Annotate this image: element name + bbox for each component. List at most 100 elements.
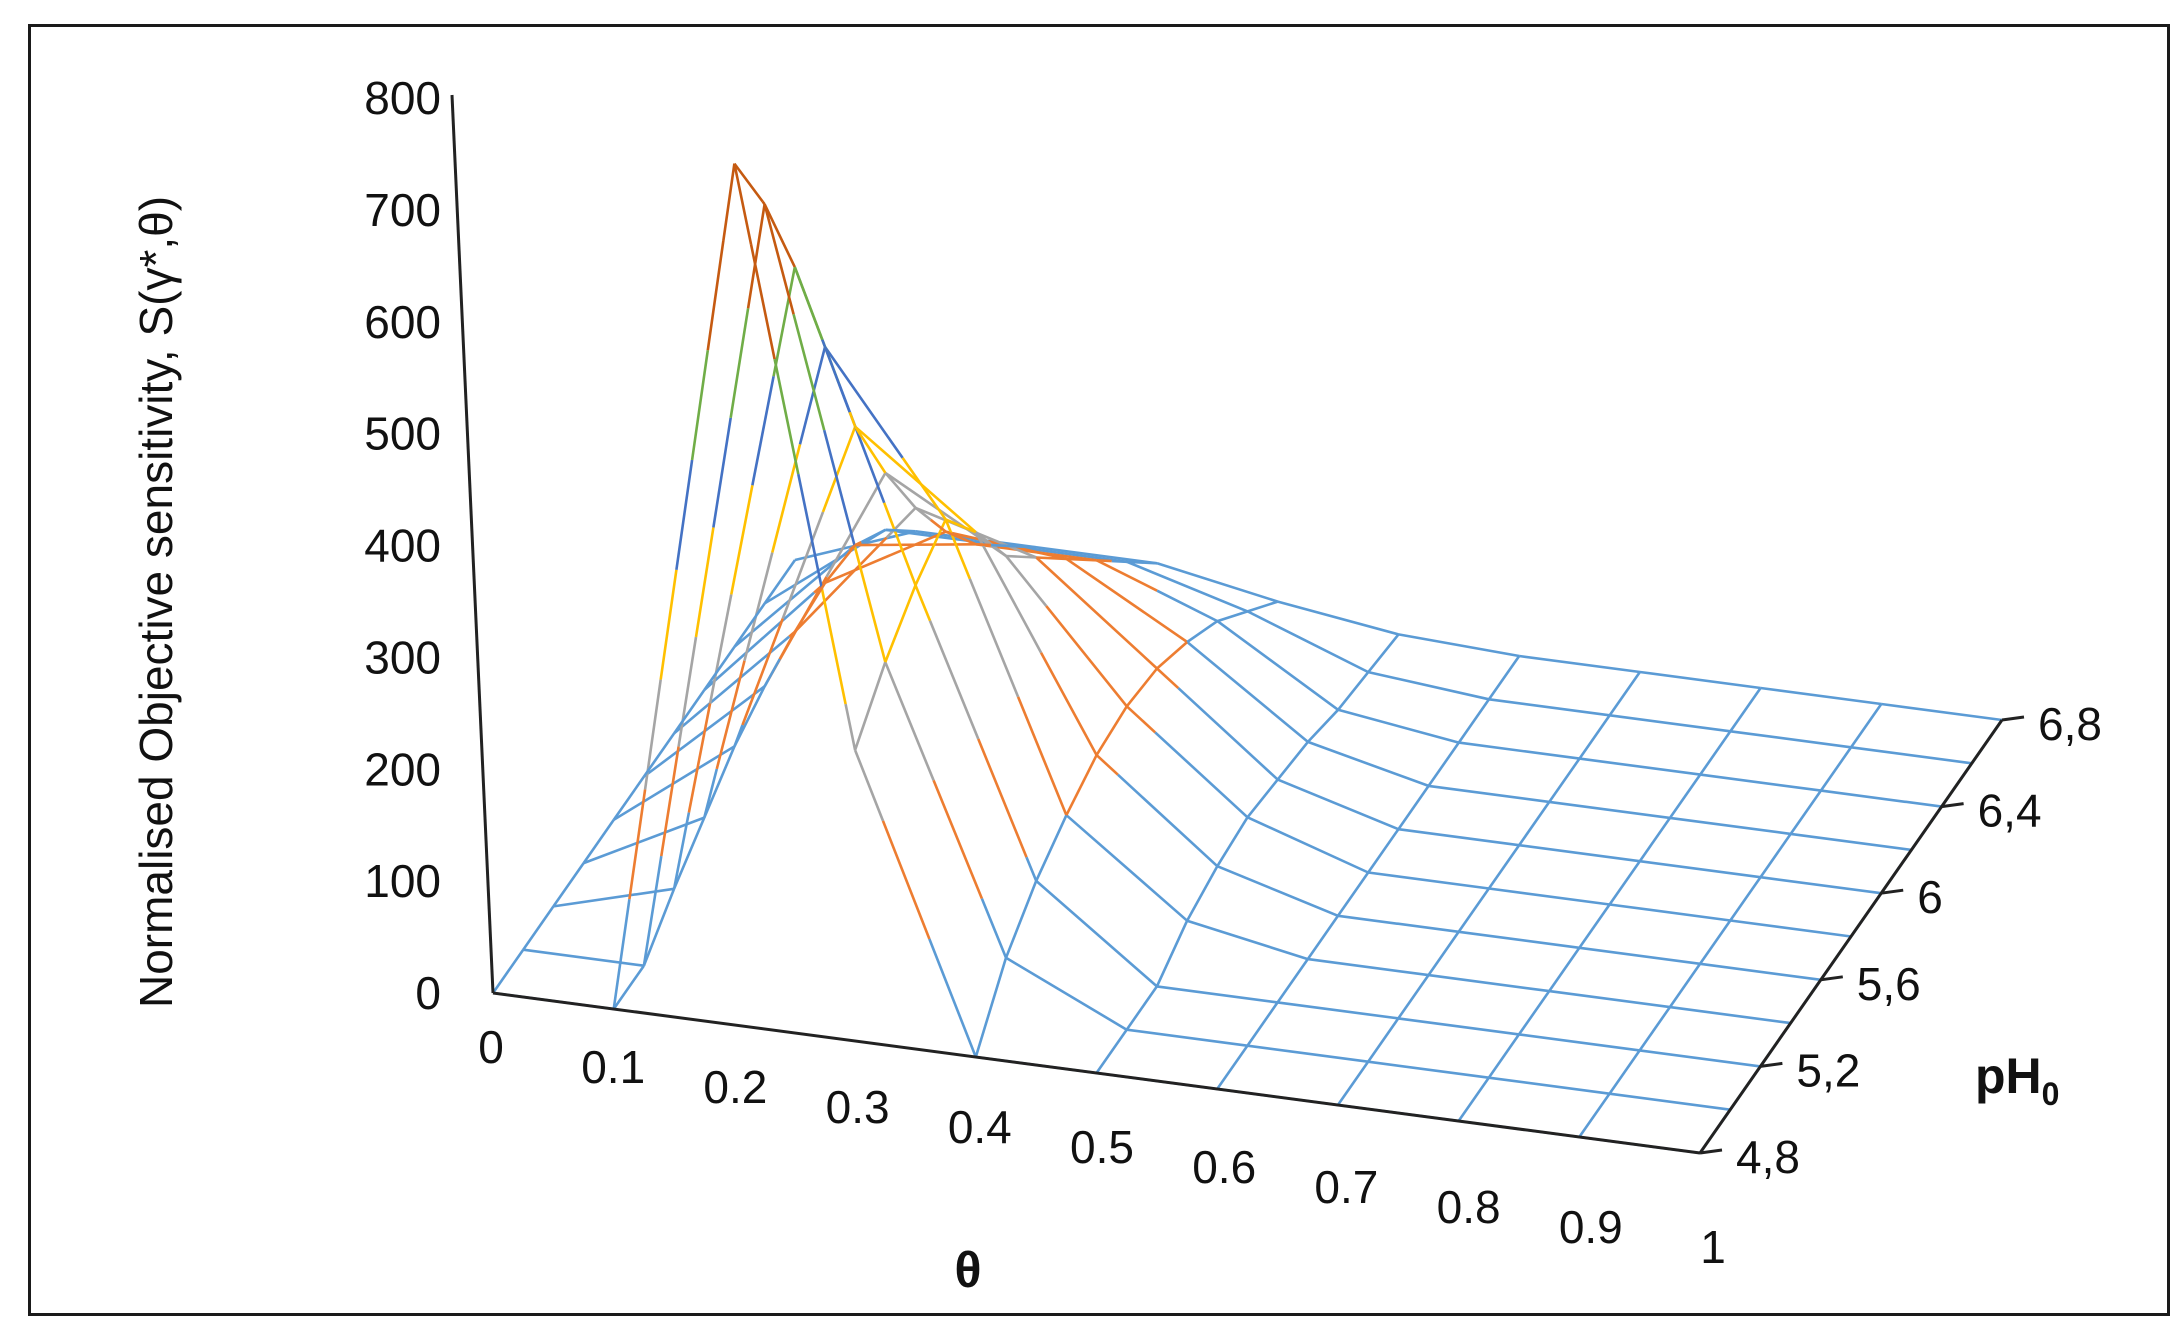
mesh-line-theta-5 [1125, 985, 1158, 1031]
mesh-line-theta-9 [1608, 1049, 1641, 1095]
mesh-line-ph-7 [1186, 640, 1309, 743]
mesh-line-ph-4 [1458, 930, 1580, 950]
mesh-line-ph-0 [844, 703, 857, 751]
mesh-line-ph-8 [1700, 773, 1822, 792]
mesh-line-theta-4 [1035, 814, 1068, 882]
mesh-line-theta-9 [1819, 746, 1853, 792]
ph-tick-mark [1760, 1061, 1783, 1068]
mesh-line-ph-4 [1216, 864, 1339, 918]
mesh-line-ph-6 [1177, 687, 1279, 781]
mesh-line-theta-8 [1487, 1033, 1521, 1079]
mesh-line-ph-1 [712, 417, 732, 528]
mesh-line-ph-4 [741, 618, 785, 726]
mesh-line-theta-8 [1457, 1076, 1490, 1122]
mesh-line-theta-1 [885, 528, 916, 533]
mesh-line-ph-1 [642, 855, 663, 966]
mesh-line-ph-2 [687, 703, 712, 813]
y-axis-title: pH0 [1975, 1048, 2059, 1112]
tick-labels: 0 100 200 300 400 500 600 700 800 0 0.1 0.2 0.3 0.4 0.… [364, 72, 2102, 1273]
mesh-line-theta-0 [582, 819, 615, 864]
z-tick-label: 700 [364, 184, 441, 236]
mesh-line-ph-2 [708, 594, 733, 704]
mesh-line-ph-0 [722, 163, 736, 241]
mesh-line-theta-9 [1789, 789, 1822, 835]
mesh-line-theta-9 [1759, 833, 1792, 878]
mesh-line-ph-1 [763, 203, 795, 315]
mesh-line-ph-3 [944, 519, 972, 580]
mesh-line-theta-8 [1517, 990, 1551, 1036]
mesh-line-ph-2 [1518, 1033, 1640, 1052]
mesh-line-ph-1 [792, 313, 826, 431]
mesh-line-ph-2 [1156, 985, 1278, 1004]
mesh-line-theta-0 [612, 775, 646, 821]
mesh-line-ph-2 [1277, 1001, 1399, 1020]
ph-tick-mark [1941, 802, 1964, 809]
mesh-line-ph-0 [797, 473, 824, 590]
mesh-line-theta-7 [1397, 974, 1430, 1020]
ph-tick-label: 5,6 [1857, 958, 1921, 1010]
mesh-line-ph-4 [1337, 914, 1459, 934]
mesh-line-ph-4 [1039, 652, 1098, 756]
mesh-line-ph-3 [583, 816, 705, 865]
mesh-line-theta-4 [1004, 880, 1038, 959]
mesh-line-ph-2 [772, 266, 797, 377]
mesh-line-ph-8 [733, 549, 851, 648]
mesh-line-ph-1 [822, 429, 856, 547]
mesh-line-theta-6 [1306, 915, 1340, 960]
mesh-line-theta-0 [733, 602, 766, 648]
mesh-line-ph-5 [884, 471, 1007, 558]
mesh-line-ph-6 [1035, 556, 1158, 670]
mesh-line-ph-8 [1579, 757, 1701, 776]
mesh-line-theta-6 [1276, 958, 1309, 1004]
mesh-line-ph-4 [854, 425, 977, 534]
mesh-line-theta-4 [974, 957, 1008, 1058]
mesh-line-ph-9 [1609, 714, 1731, 733]
theta-tick-label: 0.3 [826, 1081, 890, 1133]
mesh-line-theta-5 [1095, 1028, 1128, 1074]
mesh-line-ph-1 [980, 898, 1008, 959]
mesh-line-theta-7 [1427, 931, 1460, 976]
z-tick-label: 800 [364, 72, 441, 124]
mesh-line-theta-3 [945, 518, 977, 534]
theta-tick-label: 0.7 [1314, 1161, 1378, 1213]
mesh-line-ph-2 [882, 502, 917, 586]
z-tick-label: 0 [415, 967, 441, 1019]
mesh-line-theta-2 [763, 203, 796, 268]
mesh-line-ph-4 [974, 531, 1043, 654]
mesh-line-theta-0 [703, 645, 736, 691]
mesh-line-theta-7 [1578, 714, 1611, 760]
mesh-line-ph-1 [677, 636, 698, 747]
z-axis-title: Normalised Objective sensitivity, S(γ*,θ… [130, 196, 182, 1008]
mesh-line-ph-10 [1277, 600, 1399, 636]
mesh-line-theta-3 [1111, 559, 1127, 564]
mesh-line-theta-4 [1156, 641, 1189, 670]
mesh-line-ph-5 [1154, 731, 1249, 819]
mesh-line-ph-8 [1458, 741, 1580, 760]
mesh-line-theta-4 [1095, 705, 1128, 756]
mesh-line-ph-5 [1730, 919, 1852, 938]
mesh-line-ph-3 [1307, 957, 1429, 977]
mesh-line-ph-10 [1519, 654, 1641, 674]
mesh-line-theta-2 [1006, 544, 1037, 549]
mesh-line-theta-6 [1397, 785, 1430, 830]
ph-tick-label: 6 [1917, 871, 1943, 923]
mesh-line-ph-5 [825, 472, 887, 578]
mesh-line-theta-8 [1668, 773, 1702, 819]
mesh-line-theta-7 [1548, 757, 1581, 803]
theta-tick-label: 1 [1700, 1221, 1726, 1273]
mesh-line-ph-2 [1398, 1017, 1520, 1036]
mesh-line-ph-2 [730, 485, 754, 595]
mesh-line-ph-4 [1095, 754, 1119, 776]
ph-axis-line [1698, 719, 2004, 1154]
theta-tick-label: 0.9 [1559, 1201, 1623, 1253]
mesh-line-ph-1 [853, 545, 887, 663]
ph-tick-label: 5,2 [1796, 1044, 1860, 1096]
mesh-line-ph-3 [968, 578, 1020, 698]
mesh-line-ph-2 [751, 375, 775, 486]
mesh-line-theta-2 [975, 543, 992, 547]
mesh-line-theta-4 [1247, 600, 1279, 613]
mesh-line-theta-3 [853, 661, 887, 751]
mesh-line-ph-5 [1045, 605, 1128, 708]
mesh-line-theta-2 [991, 543, 1007, 548]
mesh-line-theta-4 [1125, 667, 1159, 708]
